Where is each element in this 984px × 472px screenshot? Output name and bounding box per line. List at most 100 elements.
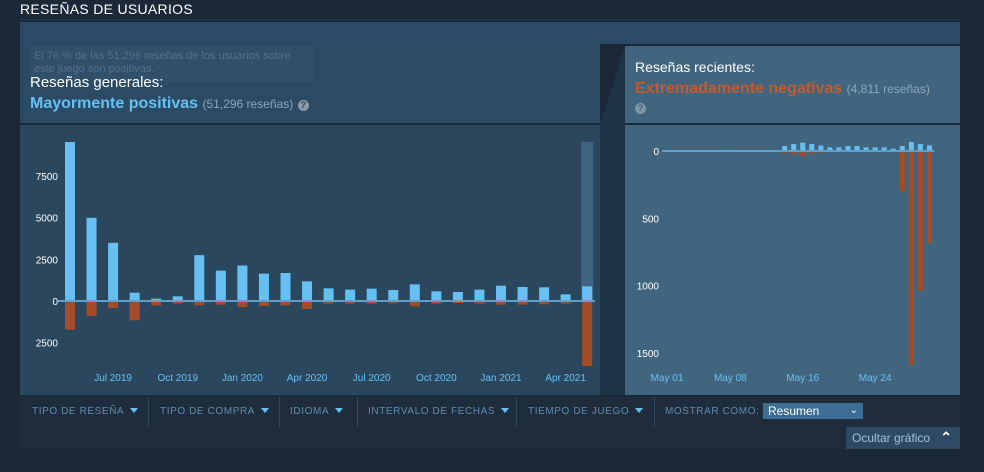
- x-tick-label: Apr 2021: [545, 373, 586, 384]
- overall-negative-bar: [65, 301, 75, 330]
- overall-negative-bar: [431, 301, 442, 304]
- y-tick-label: 2500: [36, 255, 59, 266]
- overall-positive-bar: [323, 288, 334, 301]
- y-tick-label: 5000: [36, 214, 59, 225]
- filter-review-type[interactable]: TIPO DE RESEÑA: [32, 406, 139, 417]
- overall-positive-bar: [237, 265, 248, 301]
- selected-range-highlight: [581, 142, 594, 301]
- overall-negative-bar: [345, 301, 356, 304]
- filter-label: TIEMPO DE JUEGO: [528, 406, 630, 417]
- recent-positive-bar: [854, 146, 860, 151]
- recent-label: Reseñas recientes:: [635, 59, 755, 75]
- x-tick-label: Jan 2020: [222, 373, 264, 384]
- divider: [654, 397, 655, 427]
- y-tick-label: 0: [52, 297, 58, 308]
- overall-negative-bar: [409, 301, 420, 307]
- recent-negative-bar: [917, 151, 923, 291]
- divider: [279, 397, 280, 427]
- overall-positive-bar: [431, 291, 442, 301]
- double-chevron-up-icon: ⌃: [940, 429, 952, 445]
- recent-negative-bar: [908, 151, 914, 366]
- overall-negative-bar: [215, 301, 226, 305]
- y-tick-label: 500: [642, 214, 659, 225]
- recent-negative-bar: [899, 151, 905, 192]
- y-tick-label: 7500: [36, 172, 59, 183]
- overall-positive-bar: [409, 284, 420, 301]
- overall-positive-bar: [194, 255, 205, 301]
- overall-positive-bar: [496, 285, 506, 301]
- overall-negative-bar: [388, 301, 399, 304]
- divider: [516, 397, 517, 427]
- dropdown-arrow-icon: [635, 408, 644, 413]
- hide-graph-button[interactable]: Ocultar gráfico ⌃: [846, 427, 960, 449]
- y-tick-label: 1000: [637, 282, 660, 293]
- overall-negative-bar: [517, 301, 528, 305]
- filter-label: TIPO DE RESEÑA: [32, 406, 125, 417]
- overall-negative-bar: [258, 301, 269, 306]
- dropdown-arrow-icon: [130, 408, 139, 413]
- dropdown-arrow-icon: [501, 408, 510, 413]
- recent-rating[interactable]: Extremadamente negativas: [635, 80, 843, 97]
- x-tick-label: Jul 2020: [353, 373, 391, 384]
- recent-positive-bar: [872, 147, 878, 151]
- x-tick-label: May 24: [859, 373, 892, 384]
- overall-positive-bar: [345, 289, 356, 301]
- recent-negative-bar: [926, 151, 932, 244]
- overall-negative-bar: [172, 301, 183, 304]
- y-tick-label: 1500: [637, 349, 660, 360]
- display-as-value: Resumen: [768, 404, 820, 418]
- overall-positive-bar: [215, 270, 226, 301]
- recent-positive-bar: [881, 147, 887, 151]
- y-tick-label: 0: [653, 147, 659, 158]
- recent-positive-bar: [917, 144, 923, 151]
- question-icon[interactable]: ?: [635, 103, 646, 114]
- filter-date-range[interactable]: INTERVALO DE FECHAS: [368, 406, 510, 417]
- overall-positive-bar: [388, 290, 399, 301]
- recent-positive-bar: [791, 144, 797, 151]
- dropdown-arrow-icon: [261, 408, 270, 413]
- filter-language[interactable]: IDIOMA: [290, 406, 344, 417]
- overall-negative-bar: [474, 301, 485, 304]
- filter-label: IDIOMA: [290, 406, 330, 417]
- overall-positive-bar: [582, 286, 593, 301]
- filter-label: TIPO DE COMPRA: [160, 406, 256, 417]
- filter-purchase-type[interactable]: TIPO DE COMPRA: [160, 406, 270, 417]
- recent-positive-bar: [836, 147, 842, 151]
- overall-positive-bar: [366, 288, 377, 301]
- x-tick-label: Jan 2021: [480, 373, 522, 384]
- overall-count: (51,296 reseñas): [202, 97, 294, 111]
- recent-positive-bar: [845, 146, 851, 151]
- overall-positive-bar: [108, 242, 119, 301]
- recent-positive-bar: [818, 145, 824, 151]
- question-icon[interactable]: ?: [297, 100, 309, 111]
- recent-positive-bar: [800, 142, 806, 151]
- recent-reviews-panel: [625, 46, 960, 395]
- x-tick-label: Oct 2019: [157, 373, 198, 384]
- divider: [148, 397, 149, 427]
- overall-negative-bar: [194, 301, 205, 306]
- recent-negative-bar: [800, 151, 806, 157]
- overall-positive-bar: [302, 281, 313, 301]
- filter-playtime[interactable]: TIEMPO DE JUEGO: [528, 406, 644, 417]
- x-tick-label: Apr 2020: [287, 373, 328, 384]
- overall-positive-bar: [86, 217, 97, 301]
- dropdown-arrow-icon: [335, 408, 344, 413]
- overall-positive-bar: [258, 273, 269, 301]
- overall-negative-bar: [129, 301, 140, 321]
- x-tick-label: Oct 2020: [416, 373, 457, 384]
- hide-graph-label: Ocultar gráfico: [852, 431, 931, 445]
- x-tick-label: May 16: [786, 373, 819, 384]
- recent-negative-bar: [818, 151, 824, 154]
- x-tick-label: May 01: [651, 373, 684, 384]
- overall-positive-bar: [539, 287, 550, 301]
- display-as-select[interactable]: Resumen ⌄: [763, 403, 863, 419]
- overall-negative-bar: [582, 301, 593, 366]
- overall-rating[interactable]: Mayormente positivas: [30, 95, 199, 112]
- x-tick-label: May 08: [714, 373, 747, 384]
- overall-positive-bar: [560, 294, 571, 301]
- overall-negative-bar: [237, 301, 248, 307]
- filter-bar: TIPO DE RESEÑA TIPO DE COMPRA IDIOMA INT…: [20, 397, 960, 449]
- overall-positive-bar: [172, 296, 183, 301]
- filter-label: INTERVALO DE FECHAS: [368, 406, 496, 417]
